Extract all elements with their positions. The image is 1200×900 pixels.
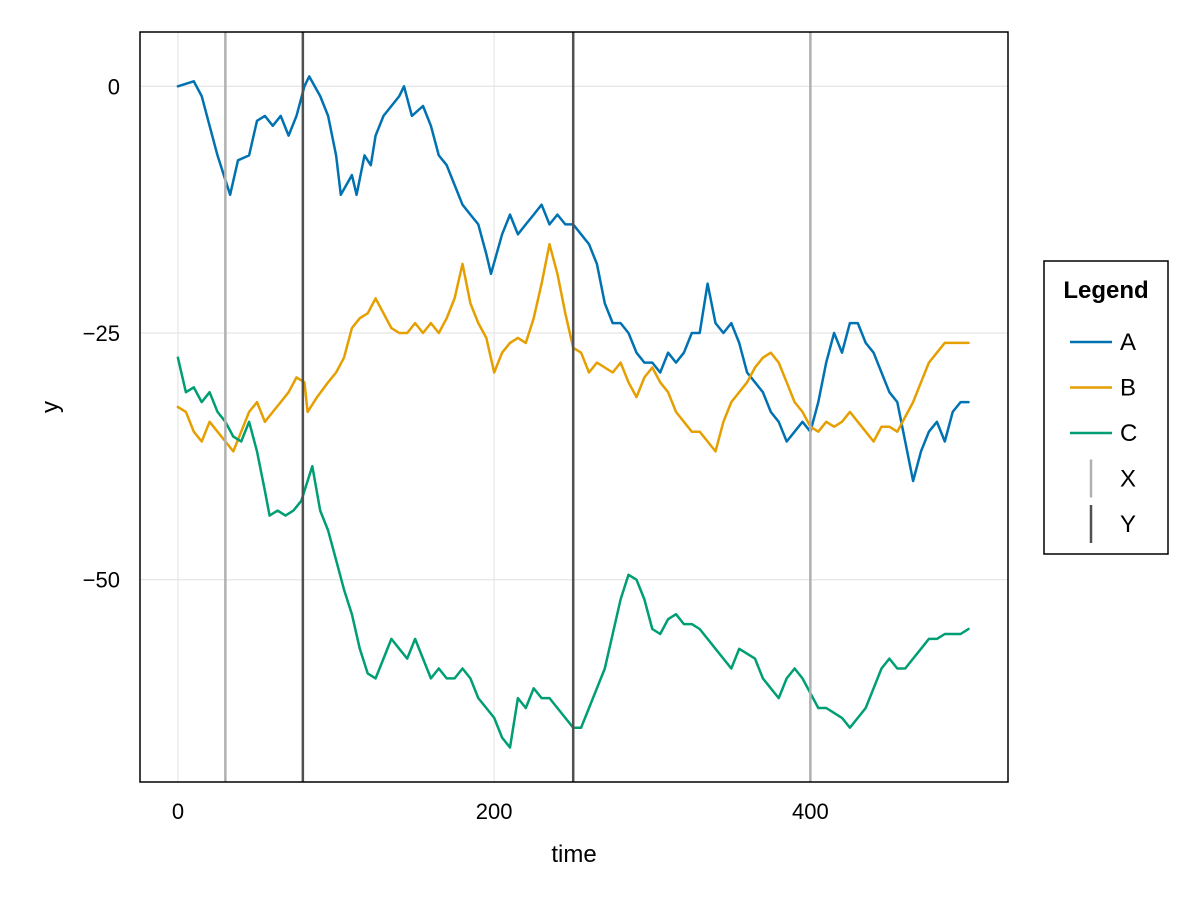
vertical-lines-layer xyxy=(224,32,812,782)
x-axis-title: time xyxy=(551,841,596,868)
y-axis-title: y xyxy=(37,401,64,413)
legend-label-b: B xyxy=(1120,375,1136,402)
legend-label-x: X xyxy=(1120,466,1136,493)
legend-box xyxy=(1043,260,1169,555)
x-tick-label: 0 xyxy=(172,799,184,824)
legend-label-c: C xyxy=(1120,420,1137,447)
y-tick-label: −50 xyxy=(83,568,120,593)
legend-label-y: Y xyxy=(1120,511,1136,538)
legend-label-a: A xyxy=(1120,329,1136,356)
series-line-c xyxy=(176,356,970,749)
x-tick-label: 400 xyxy=(792,799,829,824)
x-tick-label: 200 xyxy=(476,799,513,824)
tick-labels: 0 200 400 0 −25 −50 xyxy=(83,74,829,824)
y-tick-label: −25 xyxy=(83,321,120,346)
legend-title: Legend xyxy=(1063,277,1148,304)
y-tick-label: 0 xyxy=(108,74,120,99)
plot-frame xyxy=(139,31,1009,783)
